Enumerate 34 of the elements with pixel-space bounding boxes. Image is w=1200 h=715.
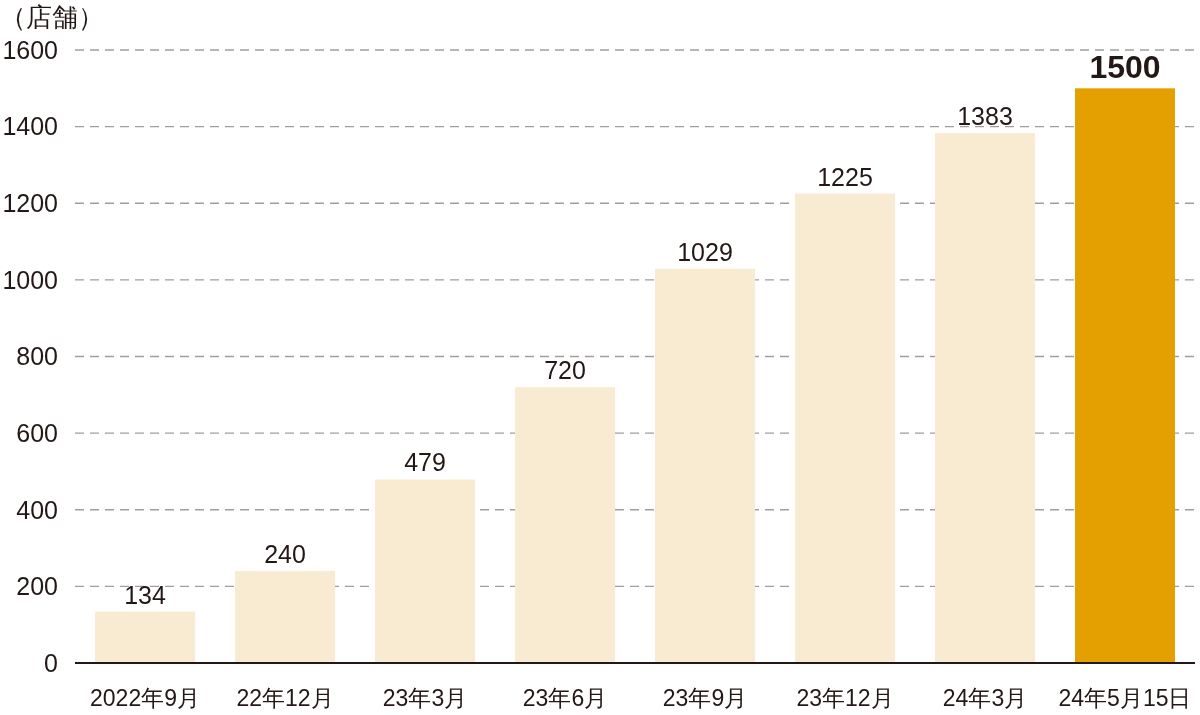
bar [1075, 88, 1175, 663]
bar [375, 479, 475, 663]
bar [795, 193, 895, 663]
bar [515, 387, 615, 663]
y-tick-label: 1600 [2, 35, 58, 64]
x-tick-label: 23年12月 [796, 685, 894, 711]
data-label: 1383 [957, 102, 1013, 131]
y-tick-label: 400 [16, 495, 58, 524]
y-tick-label: 1400 [2, 112, 58, 141]
y-tick-label: 600 [16, 418, 58, 447]
data-label: 1500 [1089, 49, 1161, 86]
data-label: 1029 [677, 237, 733, 266]
y-tick-label: 0 [44, 648, 58, 677]
data-label: 134 [124, 580, 166, 609]
y-tick-label: 1000 [2, 265, 58, 294]
x-tick-label: 23年6月 [522, 685, 608, 711]
y-tick-label: 800 [16, 342, 58, 371]
x-tick-label: 23年9月 [662, 685, 748, 711]
y-tick-label: 1200 [2, 189, 58, 217]
bar [935, 133, 1035, 663]
data-label: 479 [404, 448, 446, 477]
data-label: 1225 [817, 162, 873, 191]
y-tick-label: 200 [16, 572, 58, 601]
x-tick-label: 22年12月 [236, 685, 334, 711]
bar [95, 611, 195, 663]
bar [655, 268, 755, 663]
x-tick-label: 23年3月 [382, 685, 468, 711]
data-label: 240 [264, 540, 306, 569]
y-axis-title: （店舗） [0, 2, 104, 32]
data-label: 720 [544, 356, 586, 385]
x-tick-label: 24年5月15日 [1058, 685, 1192, 711]
x-tick-label: 24年3月 [942, 685, 1028, 711]
bar [235, 571, 335, 663]
x-tick-label: 2022年9月 [90, 685, 200, 711]
